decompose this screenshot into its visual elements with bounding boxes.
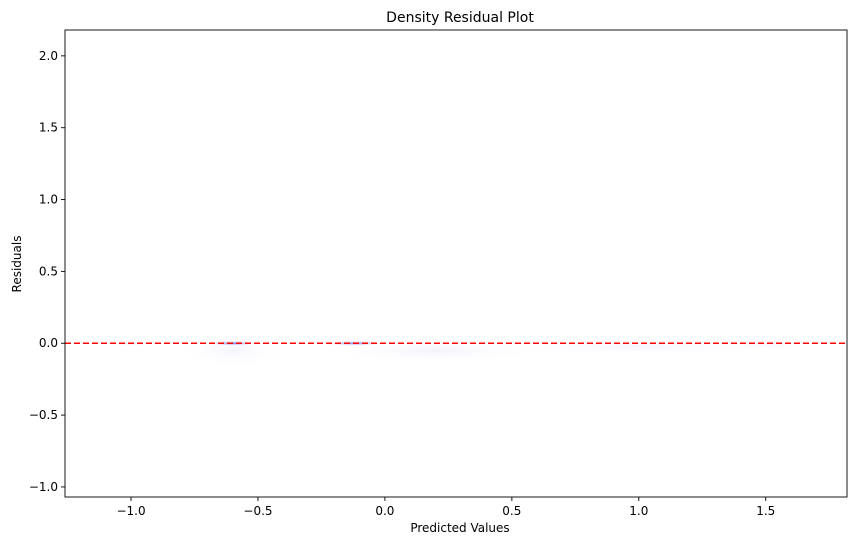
y-tick-label: −0.5 [29,408,58,422]
x-tick-label: 1.5 [756,504,775,518]
x-axis-label: Predicted Values [410,521,509,535]
x-tick-label: −0.5 [243,504,272,518]
y-tick-label: 1.0 [39,193,58,207]
y-tick-label: 0.5 [39,264,58,278]
y-tick-label: 2.0 [39,49,58,63]
y-axis-label: Residuals [10,236,24,293]
y-tick-label: 0.0 [39,336,58,350]
x-tick-label: 1.0 [629,504,648,518]
y-tick-label: −1.0 [29,480,58,494]
density-region [176,333,289,368]
y-tick-label: 1.5 [39,121,58,135]
y-axis: −1.0 −0.5 0.0 0.5 1.0 1.5 2.0 [29,49,65,494]
chart-title: Density Residual Plot [386,10,534,26]
x-tick-label: 0.0 [375,504,394,518]
density-region [714,336,817,351]
x-axis: −1.0 −0.5 0.0 0.5 1.0 1.5 [116,497,775,518]
plot-frame [64,29,848,498]
x-tick-label: −1.0 [116,504,145,518]
x-tick-label: 0.5 [502,504,521,518]
plot-area [64,29,848,498]
